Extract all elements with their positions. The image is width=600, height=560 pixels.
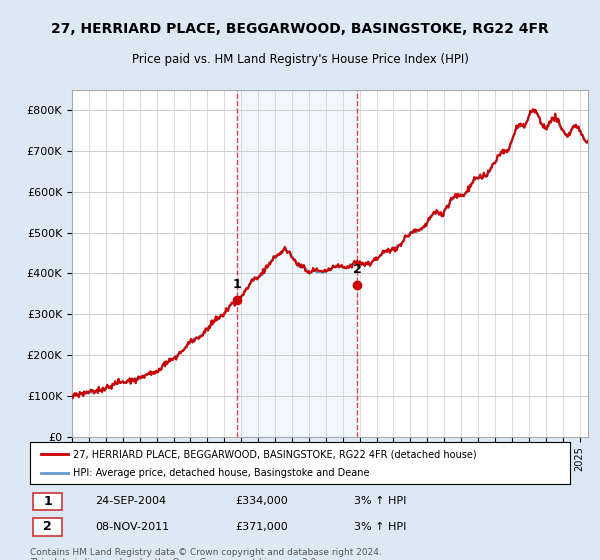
Text: 3% ↑ HPI: 3% ↑ HPI	[354, 521, 406, 531]
Text: 2: 2	[353, 263, 361, 276]
Bar	[236, 90, 357, 437]
Text: 08-NOV-2011: 08-NOV-2011	[95, 521, 169, 531]
Text: 27, HERRIARD PLACE, BEGGARWOOD, BASINGSTOKE, RG22 4FR: 27, HERRIARD PLACE, BEGGARWOOD, BASINGST…	[51, 22, 549, 36]
Text: 24-SEP-2004: 24-SEP-2004	[95, 496, 166, 506]
FancyBboxPatch shape	[33, 518, 62, 535]
Text: 27, HERRIARD PLACE, BEGGARWOOD, BASINGSTOKE, RG22 4FR (detached house): 27, HERRIARD PLACE, BEGGARWOOD, BASINGST…	[73, 449, 477, 459]
Text: £334,000: £334,000	[235, 496, 288, 506]
Text: Contains HM Land Registry data © Crown copyright and database right 2024.
This d: Contains HM Land Registry data © Crown c…	[30, 548, 382, 560]
Text: HPI: Average price, detached house, Basingstoke and Deane: HPI: Average price, detached house, Basi…	[73, 468, 370, 478]
FancyBboxPatch shape	[33, 493, 62, 510]
Text: 2: 2	[43, 520, 52, 533]
Text: 1: 1	[232, 278, 241, 291]
Text: Price paid vs. HM Land Registry's House Price Index (HPI): Price paid vs. HM Land Registry's House …	[131, 53, 469, 66]
Text: £371,000: £371,000	[235, 521, 288, 531]
Text: 1: 1	[43, 495, 52, 508]
Text: 3% ↑ HPI: 3% ↑ HPI	[354, 496, 406, 506]
